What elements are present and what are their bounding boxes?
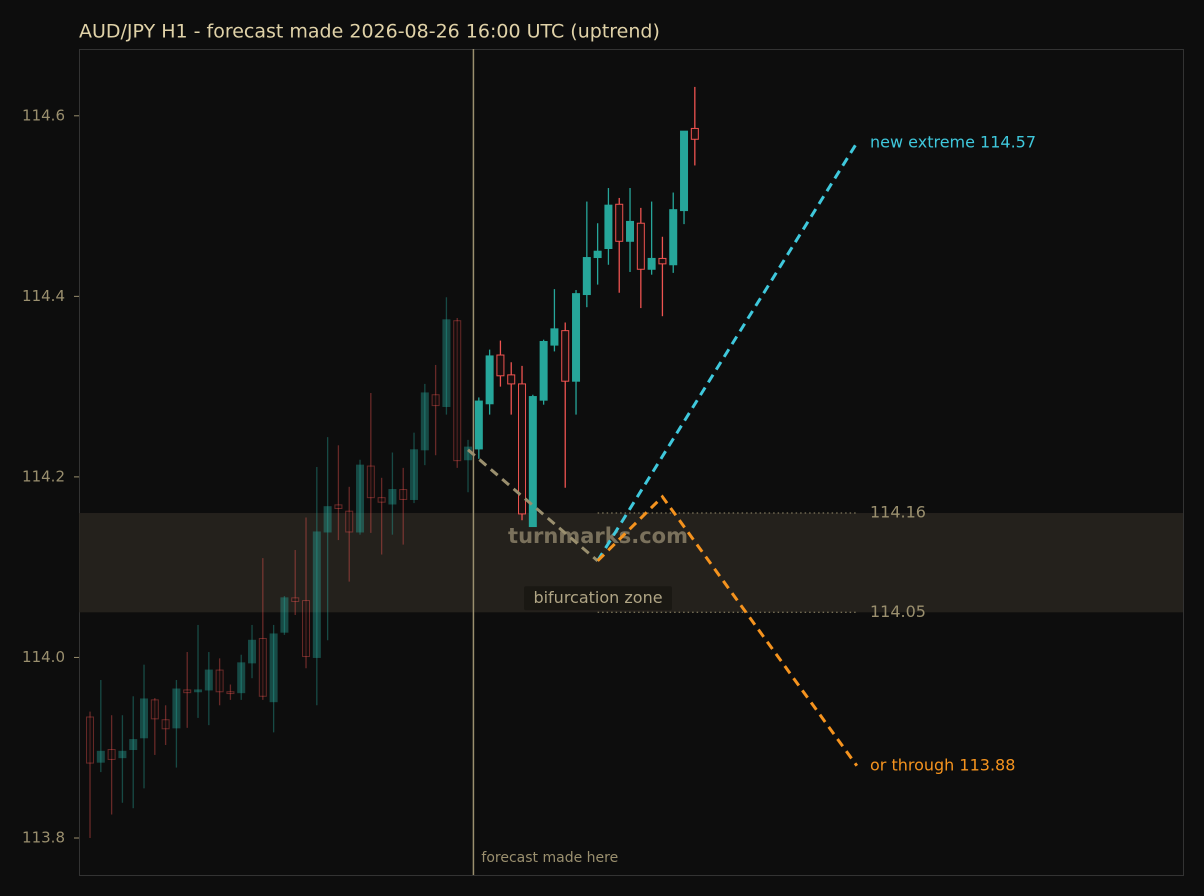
candle-body bbox=[226, 691, 235, 695]
candle-body bbox=[345, 510, 354, 533]
candle-body bbox=[388, 489, 397, 505]
candle-body bbox=[172, 688, 181, 729]
candle-body bbox=[485, 355, 494, 405]
candle-body bbox=[302, 600, 311, 658]
zone-label: bifurcation zone bbox=[533, 588, 662, 607]
candle-body bbox=[334, 504, 343, 509]
candle-body bbox=[420, 392, 429, 451]
candle-body bbox=[269, 633, 278, 703]
candle-body bbox=[86, 716, 95, 764]
candle-body bbox=[442, 319, 451, 407]
forecast-path bbox=[596, 142, 859, 562]
zone-bound-label: 114.05 bbox=[870, 602, 926, 621]
y-tick-label: 113.8 bbox=[22, 828, 65, 846]
forecast-path bbox=[467, 448, 599, 562]
candle-body bbox=[237, 662, 246, 694]
candle-body bbox=[356, 464, 365, 533]
candle-body bbox=[647, 257, 656, 270]
candle-body bbox=[550, 328, 559, 346]
candle-body bbox=[248, 639, 257, 664]
candle-body bbox=[312, 531, 321, 658]
candle-body bbox=[507, 374, 516, 385]
candle-body bbox=[291, 597, 300, 602]
candle-body bbox=[399, 489, 408, 500]
candle-body bbox=[658, 257, 667, 265]
candle-body bbox=[669, 209, 678, 266]
candle-body bbox=[323, 506, 332, 533]
candle-body bbox=[183, 689, 192, 694]
candle-body bbox=[96, 750, 105, 763]
forecast-path-label: or through 113.88 bbox=[870, 755, 1015, 774]
plot-frame bbox=[79, 49, 1184, 876]
candle-body bbox=[615, 203, 624, 242]
candle-body bbox=[561, 330, 570, 382]
candle-body bbox=[161, 719, 170, 730]
candle-body bbox=[377, 497, 386, 503]
candle-body bbox=[474, 400, 483, 450]
zone-label-bg bbox=[524, 586, 672, 611]
candle-body bbox=[107, 749, 116, 760]
y-tick-label: 114.6 bbox=[22, 106, 65, 124]
forecast-path-label: new extreme 114.57 bbox=[870, 132, 1036, 151]
candle-body bbox=[626, 220, 635, 242]
candle-body bbox=[129, 739, 138, 751]
candle-body bbox=[680, 130, 689, 212]
candle-body bbox=[518, 383, 527, 515]
candle-body bbox=[366, 465, 375, 499]
watermark: turnmarks.com bbox=[508, 524, 688, 548]
candle-body bbox=[118, 750, 127, 759]
candle-body bbox=[280, 597, 289, 633]
candle-body bbox=[204, 669, 213, 691]
y-tick-label: 114.0 bbox=[22, 648, 65, 666]
candle-body bbox=[572, 293, 581, 382]
candle-body bbox=[539, 340, 548, 401]
chart-title: AUD/JPY H1 - forecast made 2026-08-26 16… bbox=[79, 21, 660, 43]
y-tick-label: 114.2 bbox=[22, 467, 65, 485]
forecast-label: forecast made here bbox=[481, 850, 618, 866]
y-tick-label: 114.4 bbox=[22, 287, 65, 305]
candle-body bbox=[194, 689, 203, 693]
candle-body bbox=[453, 320, 462, 462]
forecast-path bbox=[596, 494, 859, 767]
candle-body bbox=[431, 394, 440, 407]
zone-bound-label: 114.16 bbox=[870, 503, 926, 522]
candle-body bbox=[258, 637, 267, 697]
candle-body bbox=[690, 127, 699, 140]
candle-body bbox=[593, 250, 602, 259]
candle-body bbox=[410, 449, 419, 500]
candle-body bbox=[215, 669, 224, 693]
candle-body bbox=[604, 204, 613, 250]
candle-body bbox=[496, 354, 505, 377]
candle-body bbox=[150, 699, 159, 720]
candle-body bbox=[528, 396, 537, 528]
candle-body bbox=[636, 222, 645, 270]
candle-body bbox=[140, 698, 149, 739]
candle-body bbox=[582, 257, 591, 296]
